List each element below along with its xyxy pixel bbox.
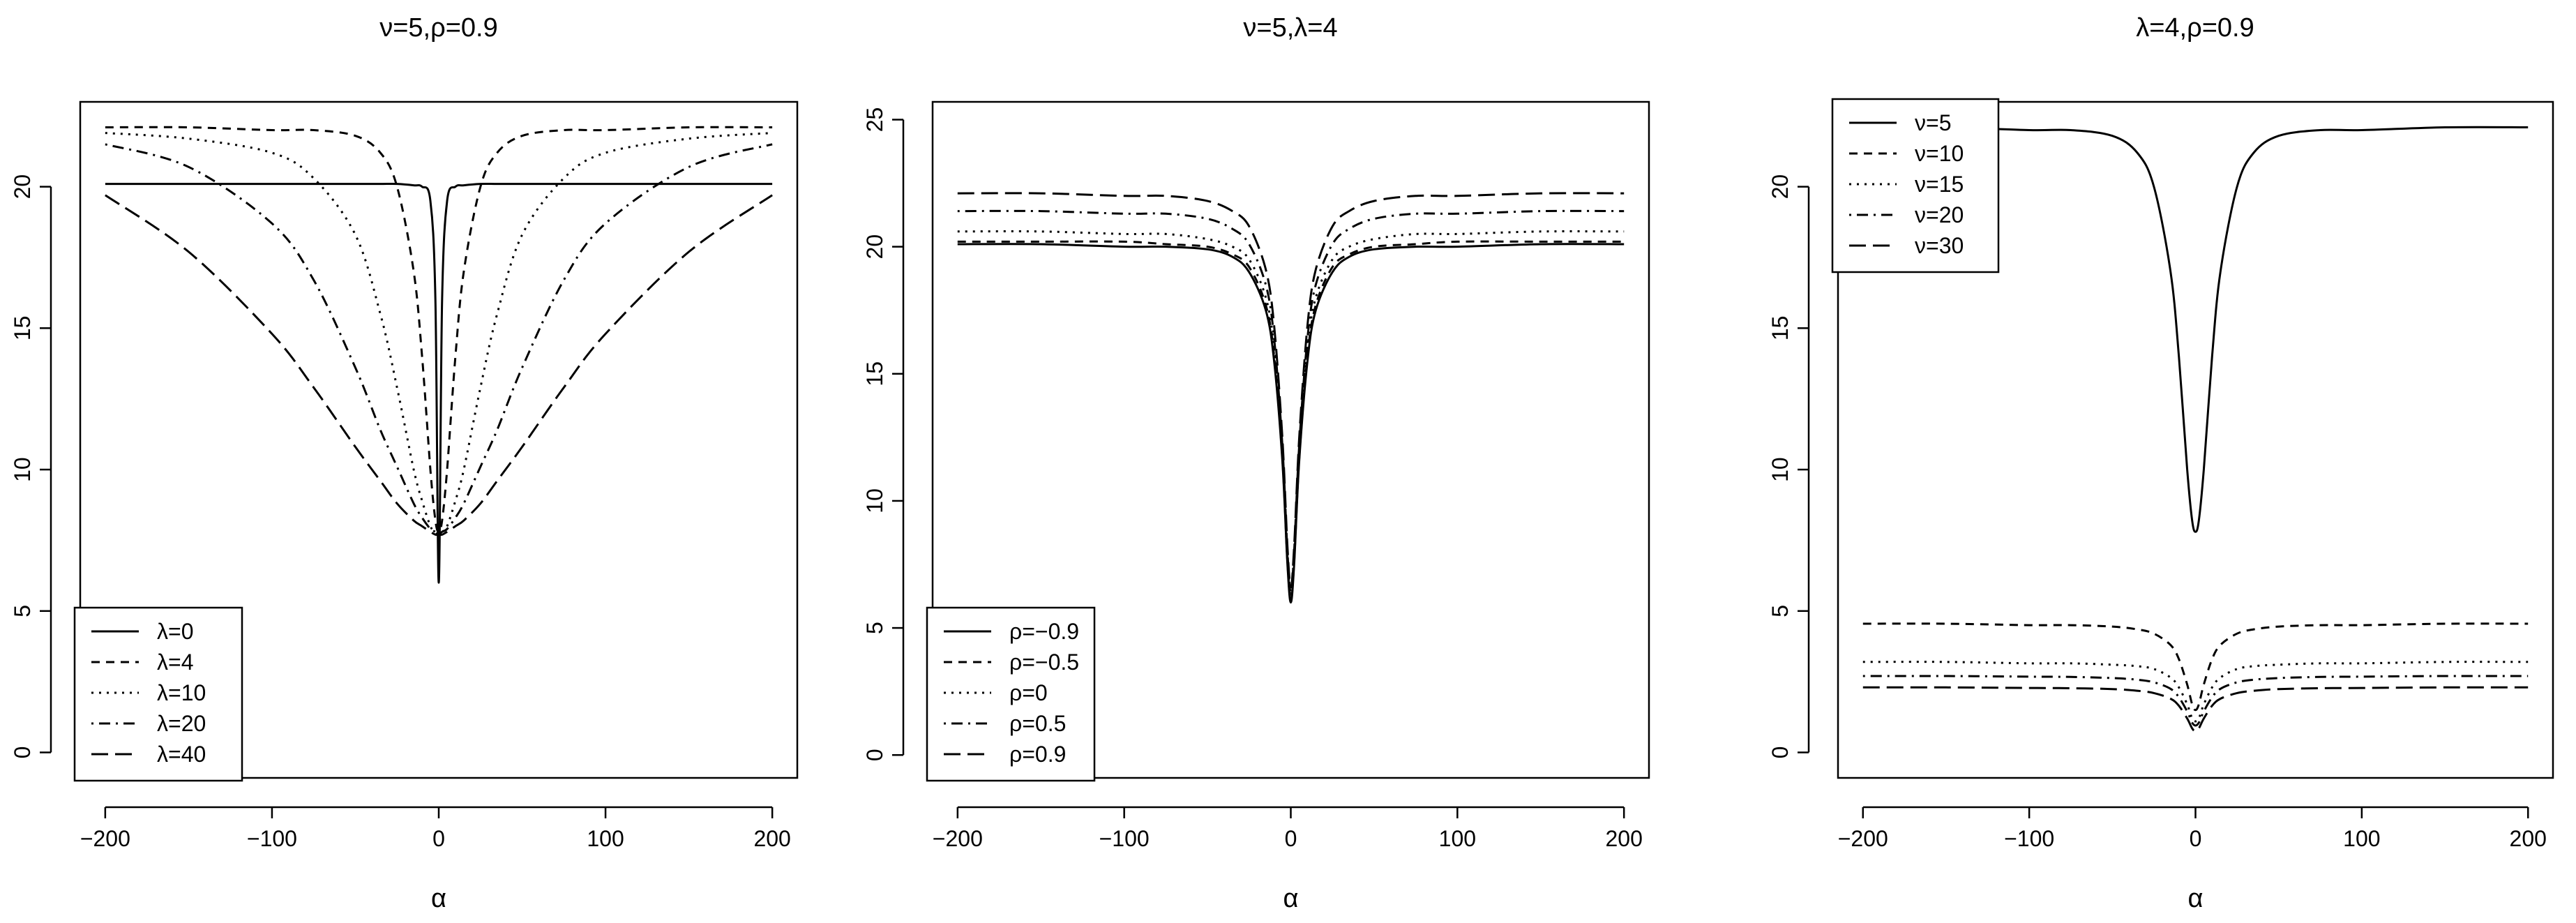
x-tick-label: −200 xyxy=(933,826,983,851)
legend-entry: ρ=−0.5 xyxy=(1009,650,1079,675)
y-tick-label: 15 xyxy=(10,316,35,341)
y-tick-label: 20 xyxy=(862,234,887,260)
y-tick-label: 10 xyxy=(10,457,35,482)
series-group xyxy=(1862,126,2529,733)
series-line-2 xyxy=(1862,622,2529,712)
chart-title: ν=5,ρ=0.9 xyxy=(379,13,498,43)
y-tick-label: 0 xyxy=(1768,746,1793,759)
y-tick-label: 5 xyxy=(862,622,887,634)
x-tick-label: 0 xyxy=(432,826,445,851)
legend: ρ=−0.9 ρ=−0.5 ρ=0 ρ=0.5 ρ=0.9 xyxy=(926,606,1096,782)
chart-title: ν=5,λ=4 xyxy=(1243,13,1337,43)
x-axis-label: α xyxy=(1283,884,1299,913)
series-line-1 xyxy=(1862,126,2529,533)
legend-entry: λ=20 xyxy=(157,711,206,736)
x-tick-label: 0 xyxy=(2190,826,2202,851)
legend-entry: ρ=0 xyxy=(1009,680,1048,705)
chart-title: λ=4,ρ=0.9 xyxy=(2136,13,2254,43)
legend-entry: ρ=0.9 xyxy=(1009,742,1066,767)
plot-frame xyxy=(79,100,799,779)
legend: ν=5 ν=10 ν=15 ν=20 ν=30 xyxy=(1831,98,2000,273)
series-line-3 xyxy=(105,132,773,536)
legend-entry: λ=40 xyxy=(157,742,206,767)
legend-box xyxy=(1831,98,2000,273)
legend-entry: ν=5 xyxy=(1915,110,1951,135)
x-tick-label: −200 xyxy=(80,826,130,851)
legend-entry: ν=15 xyxy=(1915,172,1964,197)
legend-entry: λ=4 xyxy=(157,650,193,675)
y-tick-label: 25 xyxy=(862,107,887,133)
plot-frame xyxy=(931,100,1650,779)
plot-frame xyxy=(1837,100,2554,779)
y-tick-label: 20 xyxy=(10,174,35,200)
x-tick-label: −100 xyxy=(1099,826,1150,851)
y-tick-label: 0 xyxy=(862,749,887,761)
x-tick-label: 200 xyxy=(753,826,790,851)
series-line-2 xyxy=(957,240,1625,601)
legend-entry: ν=20 xyxy=(1915,202,1964,227)
series-line-3 xyxy=(957,230,1625,599)
series-group xyxy=(105,126,773,584)
y-tick-label: 5 xyxy=(1768,605,1793,617)
legend-entry: ν=30 xyxy=(1915,233,1964,258)
x-tick-label: −200 xyxy=(1838,826,1888,851)
legend: λ=0 λ=4 λ=10 λ=20 λ=40 xyxy=(73,606,243,782)
x-tick-label: 100 xyxy=(2343,826,2380,851)
chart-panel-1: ν=5,ρ=0.9−200 −100 0 100 20005101520αλ=0λ=4λ… xyxy=(10,13,799,913)
x-tick-label: 200 xyxy=(2510,826,2547,851)
chart-panel-2: ν=5,λ=4−200 −100 0 100 2000510152025αρ=−0.9ρ… xyxy=(862,13,1650,913)
series-line-2 xyxy=(105,126,773,533)
series-line-4 xyxy=(105,143,773,536)
x-tick-label: −100 xyxy=(247,826,297,851)
legend-entry: λ=0 xyxy=(157,619,193,644)
series-line-1 xyxy=(957,243,1625,604)
y-tick-label: 15 xyxy=(1768,316,1793,341)
series-line-4 xyxy=(957,209,1625,594)
x-tick-label: 100 xyxy=(1439,826,1476,851)
y-tick-label: 20 xyxy=(1768,174,1793,200)
x-tick-label: 0 xyxy=(1285,826,1297,851)
y-tick-label: 5 xyxy=(10,605,35,617)
legend-entry: ρ=−0.9 xyxy=(1009,619,1079,644)
legend-entry: ν=10 xyxy=(1915,141,1964,166)
legend-entry: ρ=0.5 xyxy=(1009,711,1066,736)
x-axis-label: α xyxy=(2188,884,2204,913)
legend-entry: λ=10 xyxy=(157,680,206,705)
y-tick-label: 15 xyxy=(862,361,887,387)
y-tick-label: 0 xyxy=(10,746,35,759)
series-line-5 xyxy=(1862,686,2529,733)
legend-box xyxy=(73,606,243,782)
chart-panel-3: λ=4,ρ=0.9 −200 −100 0 100 200 0 5 10 15 20 α ν=5 ν=10… xyxy=(1768,13,2554,913)
series-line-5 xyxy=(957,192,1625,589)
x-tick-label: 200 xyxy=(1605,826,1642,851)
series-group xyxy=(957,192,1625,604)
x-tick-label: −100 xyxy=(2004,826,2054,851)
series-line-5 xyxy=(105,194,773,536)
y-tick-label: 10 xyxy=(1768,457,1793,482)
series-line-1 xyxy=(105,182,773,584)
series-line-4 xyxy=(1862,675,2529,727)
y-tick-label: 10 xyxy=(862,488,887,513)
series-line-3 xyxy=(1862,661,2529,723)
legend-box xyxy=(926,606,1096,782)
x-axis-label: α xyxy=(431,884,446,913)
x-tick-label: 100 xyxy=(587,826,624,851)
